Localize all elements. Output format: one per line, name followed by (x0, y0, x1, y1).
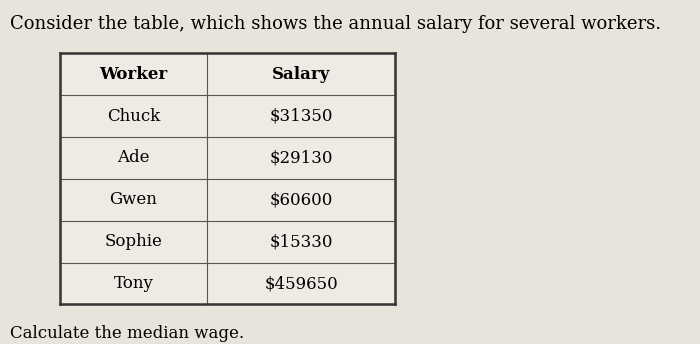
Text: Tony: Tony (113, 275, 153, 292)
Text: Salary: Salary (272, 66, 330, 83)
Text: $31350: $31350 (270, 108, 333, 125)
Text: $459650: $459650 (265, 275, 338, 292)
Text: $29130: $29130 (270, 149, 333, 166)
Text: $60600: $60600 (270, 191, 333, 208)
Bar (60, 53, 395, 304)
Text: Worker: Worker (99, 66, 167, 83)
Text: Sophie: Sophie (104, 233, 162, 250)
Text: Gwen: Gwen (109, 191, 158, 208)
Text: Calculate the median wage.: Calculate the median wage. (10, 325, 244, 342)
Text: Ade: Ade (117, 149, 150, 166)
Text: $15330: $15330 (270, 233, 333, 250)
Text: Consider the table, which shows the annual salary for several workers.: Consider the table, which shows the annu… (10, 15, 662, 33)
Text: Chuck: Chuck (107, 108, 160, 125)
